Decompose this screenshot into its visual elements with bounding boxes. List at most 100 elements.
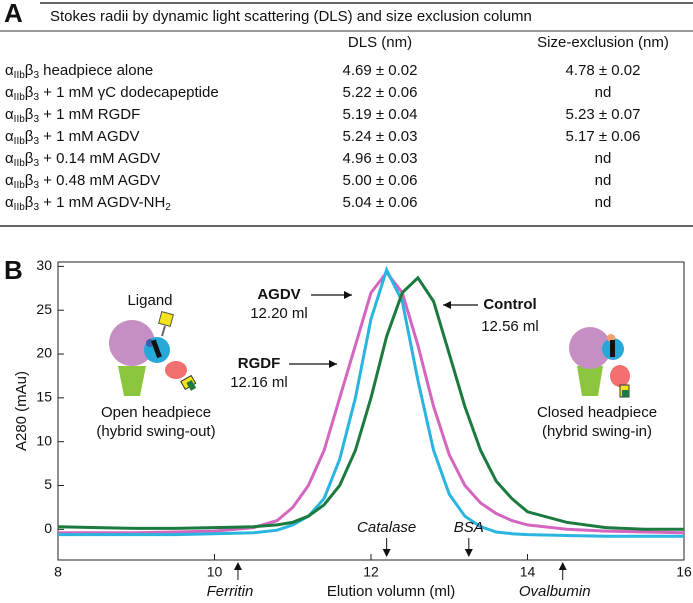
row-label-part: α <box>5 194 14 211</box>
row-label-part: α <box>5 84 14 101</box>
row-label: αIIbβ3 headpiece alone <box>5 62 153 81</box>
cell: 4.96 ± 0.03 <box>343 150 418 167</box>
row-label: αIIbβ3 + 1 mM γC dodecapeptide <box>5 84 219 103</box>
arrowhead <box>464 549 473 557</box>
open-headpiece-cartoon <box>109 311 197 396</box>
annotation-value: 12.20 ml <box>250 305 308 322</box>
cartoon-caption: Closed headpiece <box>537 404 657 421</box>
marker-label: BSA <box>454 519 484 536</box>
annotation-value: 12.56 ml <box>481 318 539 335</box>
y-tick-label: 15 <box>36 389 52 405</box>
cell: 5.22 ± 0.06 <box>343 84 418 101</box>
row-label-part: 3 <box>33 158 39 169</box>
column-header: Size-exclusion (nm) <box>537 34 669 51</box>
annotation-name: AGDV <box>257 286 300 303</box>
row-label-part: 2 <box>165 202 171 213</box>
cartoon-caption: (hybrid swing-out) <box>96 423 215 440</box>
row-label-part: headpiece alone <box>39 62 153 79</box>
row-label-part: IIb <box>14 70 26 81</box>
row-label-part: + 1 mM γC dodecapeptide <box>39 84 219 101</box>
y-tick-label: 30 <box>36 257 52 273</box>
annotation-name: Control <box>483 296 536 313</box>
x-tick-label: 16 <box>676 564 692 580</box>
panel-label: A <box>4 0 23 28</box>
row-label-part: β <box>25 194 34 211</box>
row-label-part: α <box>5 128 14 145</box>
row-label-part: IIb <box>14 114 26 125</box>
arrowhead <box>233 562 242 570</box>
row-label-part: IIb <box>14 136 26 147</box>
cell: 5.19 ± 0.04 <box>343 106 418 123</box>
row-label-part: α <box>5 172 14 189</box>
row-label: αIIbβ3 + 1 mM AGDV <box>5 128 139 147</box>
row-label-part: β <box>25 62 34 79</box>
arrowhead <box>329 360 337 368</box>
row-label: αIIbβ3 + 1 mM AGDV-NH2 <box>5 194 171 213</box>
marker-label: Catalase <box>357 519 416 536</box>
row-label-part: IIb <box>14 180 26 191</box>
closed-headpiece-cartoon <box>569 327 630 398</box>
y-tick-label: 5 <box>44 476 52 492</box>
cell: nd <box>595 150 612 167</box>
panel-label: B <box>4 255 23 285</box>
annotation-value: 12.16 ml <box>230 374 288 391</box>
arrowhead <box>558 562 567 570</box>
row-label-part: β <box>25 172 34 189</box>
y-tick-label: 25 <box>36 301 52 317</box>
ligand-label: Ligand <box>127 292 172 309</box>
row-label-part: 3 <box>33 136 39 147</box>
x-tick-label: 14 <box>520 564 536 580</box>
row-label-part: + 0.14 mM AGDV <box>39 150 160 167</box>
cartoon-caption: (hybrid swing-in) <box>542 423 652 440</box>
y-tick-label: 20 <box>36 345 52 361</box>
row-label: αIIbβ3 + 0.48 mM AGDV <box>5 172 160 191</box>
cartoon-caption: Open headpiece <box>101 404 211 421</box>
row-label-part: β <box>25 106 34 123</box>
row-label: αIIbβ3 + 1 mM RGDF <box>5 106 140 125</box>
y-tick-label: 10 <box>36 432 52 448</box>
series-line <box>58 265 684 538</box>
table-title: Stokes radii by dynamic light scattering… <box>50 8 532 25</box>
marker-label: Ferritin <box>207 583 254 600</box>
x-tick-label: 8 <box>54 564 62 580</box>
row-label-part: 3 <box>33 70 39 81</box>
row-label-part: 3 <box>33 114 39 125</box>
x-tick-label: 12 <box>363 564 379 580</box>
marker-label: Ovalbumin <box>519 583 591 600</box>
row-label: αIIbβ3 + 0.14 mM AGDV <box>5 150 160 169</box>
cell: nd <box>595 172 612 189</box>
row-label-part: β <box>25 84 34 101</box>
cell: 4.78 ± 0.02 <box>566 62 641 79</box>
x-tick-label: 10 <box>207 564 223 580</box>
cell: 5.24 ± 0.03 <box>343 128 418 145</box>
row-label-part: IIb <box>14 92 26 103</box>
row-label-part: β <box>25 128 34 145</box>
cell: nd <box>595 194 612 211</box>
cell: 5.04 ± 0.06 <box>343 194 418 211</box>
cell: 5.00 ± 0.06 <box>343 172 418 189</box>
row-label-part: + 1 mM AGDV <box>39 128 139 145</box>
row-label-part: 3 <box>33 202 39 213</box>
row-label-part: + 1 mM AGDV-NH <box>39 194 165 211</box>
row-label-part: 3 <box>33 180 39 191</box>
cell: 5.23 ± 0.07 <box>566 106 641 123</box>
column-header: DLS (nm) <box>348 34 412 51</box>
row-label-part: α <box>5 106 14 123</box>
row-label-part: IIb <box>14 202 26 213</box>
arrowhead <box>382 549 391 557</box>
row-label-part: α <box>5 62 14 79</box>
row-label-part: + 1 mM RGDF <box>39 106 140 123</box>
cell: 5.17 ± 0.06 <box>566 128 641 145</box>
y-tick-label: 0 <box>44 520 52 536</box>
row-label-part: IIb <box>14 158 26 169</box>
annotation-name: RGDF <box>238 355 281 372</box>
x-axis-label: Elution volumn (ml) <box>327 583 455 600</box>
series-line <box>57 275 684 531</box>
row-label-part: + 0.48 mM AGDV <box>39 172 160 189</box>
y-axis-label: A280 (mAu) <box>13 371 30 451</box>
row-label-part: 3 <box>33 92 39 103</box>
row-label-part: β <box>25 150 34 167</box>
arrowhead <box>344 291 352 299</box>
cell: 4.69 ± 0.02 <box>343 62 418 79</box>
